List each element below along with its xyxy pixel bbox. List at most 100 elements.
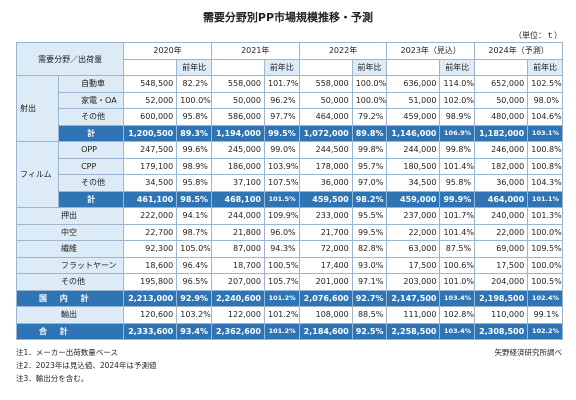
row-label: 自動車	[58, 75, 125, 93]
ratio-cell: 93.4%	[176, 322, 212, 340]
value-cell: 36,000	[298, 174, 353, 192]
value-cell: 21,800	[210, 223, 265, 241]
ratio-cell: 103.4%	[439, 322, 476, 340]
value-cell: 92,300	[123, 240, 178, 258]
ratio-cell: 99.9%	[439, 190, 476, 208]
ratio-cell: 98.9%	[439, 108, 476, 126]
group-label: フィルム	[15, 141, 60, 208]
value-cell: 480,000	[474, 108, 529, 126]
value-cell: 1,146,000	[386, 124, 441, 142]
ratio-cell: 95.8%	[176, 174, 212, 192]
ratio-cell: 103.4%	[439, 289, 476, 307]
value-cell: 108,000	[298, 306, 353, 324]
row-label: 合計	[15, 322, 125, 340]
value-cell: 110,000	[474, 306, 529, 324]
value-cell: 636,000	[386, 75, 441, 93]
ratio-cell: 89.3%	[176, 124, 212, 142]
ratio-cell: 79.2%	[351, 108, 388, 126]
ratio-cell: 102.4%	[527, 289, 563, 307]
value-cell: 122,000	[210, 306, 265, 324]
value-header	[298, 58, 353, 76]
value-cell: 2,333,600	[123, 322, 178, 340]
value-cell: 180,500	[386, 157, 441, 175]
value-cell: 247,500	[123, 141, 178, 159]
row-label: 繊維	[15, 240, 125, 258]
value-cell: 652,000	[474, 75, 529, 93]
value-cell: 120,600	[123, 306, 178, 324]
ratio-cell: 101.5%	[263, 190, 300, 208]
value-cell: 37,100	[210, 174, 265, 192]
value-cell: 2,213,000	[123, 289, 178, 307]
row-label: その他	[15, 273, 125, 291]
value-cell: 50,000	[210, 91, 265, 109]
column-header: 2021年	[210, 42, 300, 60]
ratio-cell: 100.0%	[176, 91, 212, 109]
ratio-cell: 106.9%	[439, 124, 476, 142]
table-row: 押出 222,000 94.1% 244,000 109.9% 233,000 95.5% 2…	[15, 207, 563, 225]
ratio-cell: 103.1%	[527, 124, 563, 142]
ratio-cell: 99.5%	[263, 124, 300, 142]
table-row: 輸出 120,600 103.2% 122,000 101.2% 108,000 88.5%…	[15, 306, 563, 324]
ratio-cell: 99.0%	[263, 141, 300, 159]
value-cell: 201,000	[298, 273, 353, 291]
value-header	[474, 58, 529, 76]
value-header	[210, 58, 265, 76]
ratio-cell: 82.8%	[351, 240, 388, 258]
value-cell: 22,700	[123, 223, 178, 241]
row-label: その他	[58, 174, 125, 192]
value-cell: 204,000	[474, 273, 529, 291]
ratio-cell: 87.5%	[439, 240, 476, 258]
value-cell: 34,500	[386, 174, 441, 192]
table-row: 中空 22,700 98.7% 21,800 96.0% 21,700 99.5% 22,00…	[15, 223, 563, 241]
value-cell: 2,258,500	[386, 322, 441, 340]
ratio-cell: 98.5%	[176, 190, 212, 208]
table-row: フラットヤーン 18,600 96.4% 18,700 100.5% 17,400 93.0…	[15, 256, 563, 274]
row-label: CPP	[58, 157, 125, 175]
ratio-cell: 95.5%	[351, 207, 388, 225]
value-cell: 548,500	[123, 75, 178, 93]
value-cell: 203,000	[386, 273, 441, 291]
table-row: 合計 2,333,600 93.4% 2,362,600 101.2% 2,184,600…	[15, 322, 563, 340]
ratio-cell: 95.8%	[439, 174, 476, 192]
ratio-cell: 102.0%	[439, 91, 476, 109]
value-cell: 464,000	[474, 190, 529, 208]
value-cell: 52,000	[123, 91, 178, 109]
value-cell: 87,000	[210, 240, 265, 258]
ratio-cell: 93.0%	[351, 256, 388, 274]
row-label: 家電・OA	[58, 91, 125, 109]
value-cell: 240,000	[474, 207, 529, 225]
row-label: OPP	[58, 141, 125, 159]
ratio-cell: 88.5%	[351, 306, 388, 324]
ratio-cell: 105.0%	[176, 240, 212, 258]
ratio-cell: 101.3%	[527, 207, 563, 225]
table-row: 計 1,200,500 89.3% 1,194,000 99.5% 1,072,000 89…	[17, 124, 563, 142]
ratio-cell: 114.0%	[439, 75, 476, 93]
value-cell: 558,000	[298, 75, 353, 93]
note: 注2．2023年は見込値、2024年は予測値	[16, 361, 157, 370]
ratio-cell: 100.0%	[527, 223, 563, 241]
ratio-cell: 82.2%	[176, 75, 212, 93]
ratio-cell: 101.2%	[263, 306, 300, 324]
ratio-cell: 92.5%	[351, 322, 388, 340]
row-label: その他	[58, 108, 125, 126]
table-row: CPP 179,100 98.9% 186,000 103.9% 178,000 95.7%…	[17, 157, 563, 175]
ratio-cell: 94.3%	[263, 240, 300, 258]
ratio-cell: 96.0%	[263, 223, 300, 241]
ratio-cell: 109.5%	[527, 240, 563, 258]
value-cell: 468,100	[210, 190, 265, 208]
unit: （単位：ｔ）	[514, 31, 562, 40]
subheader: 前年比	[527, 58, 563, 76]
ratio-cell: 99.6%	[176, 141, 212, 159]
value-header	[123, 58, 178, 76]
row-label: 輸出	[15, 306, 125, 324]
value-cell: 2,184,600	[298, 322, 353, 340]
ratio-cell: 99.5%	[351, 223, 388, 241]
ratio-cell: 103.2%	[176, 306, 212, 324]
ratio-cell: 101.7%	[439, 207, 476, 225]
table-row: 家電・OA 52,000 100.0% 50,000 96.2% 50,000 100.0%…	[17, 91, 563, 109]
value-cell: 36,000	[474, 174, 529, 192]
ratio-cell: 100.0%	[527, 256, 563, 274]
ratio-cell: 97.7%	[263, 108, 300, 126]
value-cell: 1,194,000	[210, 124, 265, 142]
note: 注1．メーカー出荷数量ベース	[16, 348, 118, 357]
